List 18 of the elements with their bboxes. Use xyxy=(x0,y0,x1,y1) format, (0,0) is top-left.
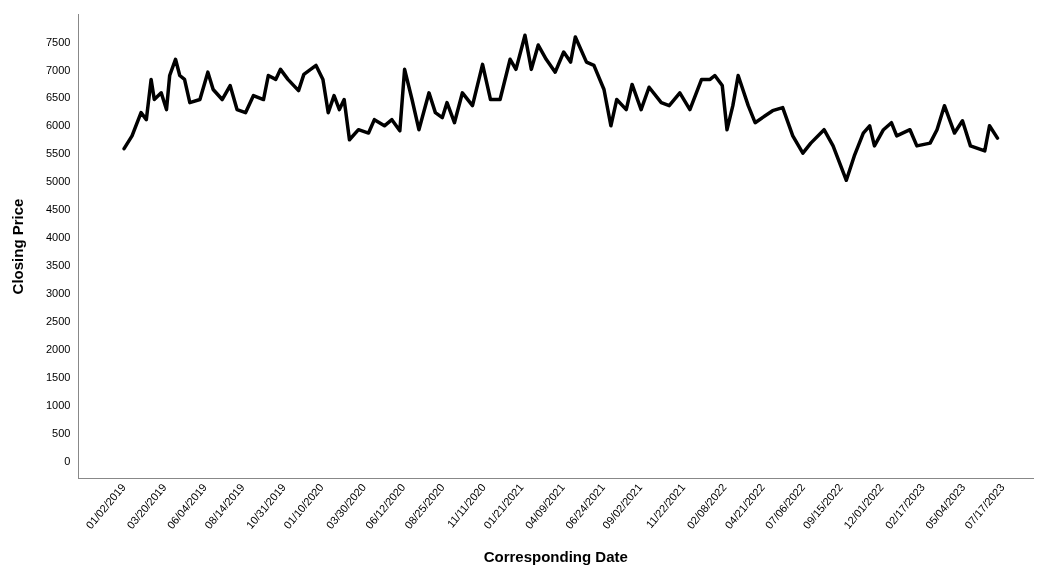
y-tick-label: 1500 xyxy=(45,370,71,383)
x-axis-title: Corresponding Date xyxy=(483,548,628,566)
y-tick-label: 6000 xyxy=(45,119,71,132)
y-tick-label: 4000 xyxy=(45,231,71,244)
y-tick-label: 5500 xyxy=(45,147,71,160)
y-tick-label: 4500 xyxy=(45,203,71,216)
y-tick-label: 500 xyxy=(52,426,71,439)
y-axis-title: Closing Price xyxy=(9,198,27,295)
y-tick-label: 6500 xyxy=(45,91,71,104)
y-tick-label: 7500 xyxy=(45,35,71,48)
y-tick-label: 1000 xyxy=(45,398,71,411)
y-tick-label: 0 xyxy=(64,454,71,467)
y-tick-label: 2500 xyxy=(45,314,71,327)
y-tick-label: 5000 xyxy=(45,175,71,188)
y-tick-label: 2000 xyxy=(45,342,71,355)
y-tick-label: 7000 xyxy=(45,63,71,76)
y-tick-label: 3000 xyxy=(45,286,71,299)
y-tick-label: 3500 xyxy=(45,259,71,272)
